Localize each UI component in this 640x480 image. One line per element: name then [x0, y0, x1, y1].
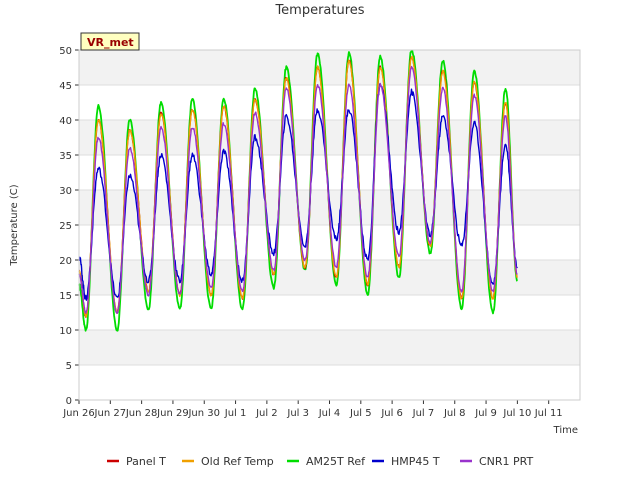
x-tick-label: Jul 6 [380, 408, 403, 419]
legend-label: AM25T Ref [306, 455, 366, 468]
legend-item: Old Ref Temp [182, 455, 274, 468]
y-axis: 0 5 10 15 20 25 30 35 40 45 50 [59, 46, 79, 407]
x-tick-label: Jun 28 [125, 408, 158, 419]
y-tick-label: 25 [59, 221, 72, 232]
plot-frame [78, 49, 581, 401]
x-tick-label: Jul 3 [286, 408, 309, 419]
x-tick-label: Jul 9 [474, 408, 497, 419]
legend-item: HMP45 T [372, 455, 440, 468]
station-badge-label: VR_met [87, 36, 134, 49]
x-tick-label: Jul 8 [443, 408, 466, 419]
legend-item: AM25T Ref [287, 455, 366, 468]
station-badge: VR_met [80, 32, 140, 51]
x-tick-label: Jun 26 [62, 408, 95, 419]
y-tick-label: 35 [59, 151, 72, 162]
grid-band [79, 50, 580, 85]
y-tick-label: 10 [59, 326, 72, 337]
y-tick-label: 30 [59, 186, 72, 197]
x-tick-label: Jul 11 [534, 408, 563, 419]
y-tick-label: 45 [59, 81, 72, 92]
y-tick-label: 15 [59, 291, 72, 302]
legend-label: Panel T [126, 455, 166, 468]
x-axis-label: Time [553, 425, 578, 436]
legend: Panel T Old Ref Temp AM25T Ref HMP45 T CNR1 … [107, 455, 534, 468]
x-tick-label: Jul 10 [502, 408, 531, 419]
y-tick-label: 5 [66, 361, 72, 372]
x-tick-label: Jul 4 [318, 408, 341, 419]
series-line-cnr1-prt [78, 65, 518, 314]
legend-label: CNR1 PRT [479, 455, 534, 468]
legend-label: HMP45 T [391, 455, 440, 468]
x-tick-label: Jun 27 [94, 408, 127, 419]
x-tick-label: Jun 29 [156, 408, 189, 419]
y-axis-label: Temperature (C) [9, 184, 20, 266]
x-axis: Jun 26 Jun 27 Jun 28 Jun 29 Jun 30 Jul 1 Jul 2… [62, 400, 563, 419]
grid-band [79, 120, 580, 155]
legend-label: Old Ref Temp [201, 455, 274, 468]
x-tick-label: Jul 7 [412, 408, 435, 419]
x-tick-label: Jul 1 [224, 408, 247, 419]
x-tick-label: Jul 2 [255, 408, 278, 419]
y-tick-label: 0 [66, 396, 72, 407]
x-tick-label: Jul 5 [349, 408, 372, 419]
series-lines [78, 49, 518, 332]
x-tick-label: Jun 30 [187, 408, 220, 419]
y-tick-label: 50 [59, 46, 72, 57]
grid-band [79, 260, 580, 295]
legend-item: Panel T [107, 455, 166, 468]
grid-band [79, 330, 580, 365]
legend-item: CNR1 PRT [460, 455, 534, 468]
chart-title: Temperatures [274, 3, 364, 18]
y-tick-label: 40 [59, 116, 72, 127]
y-tick-label: 20 [59, 256, 72, 267]
